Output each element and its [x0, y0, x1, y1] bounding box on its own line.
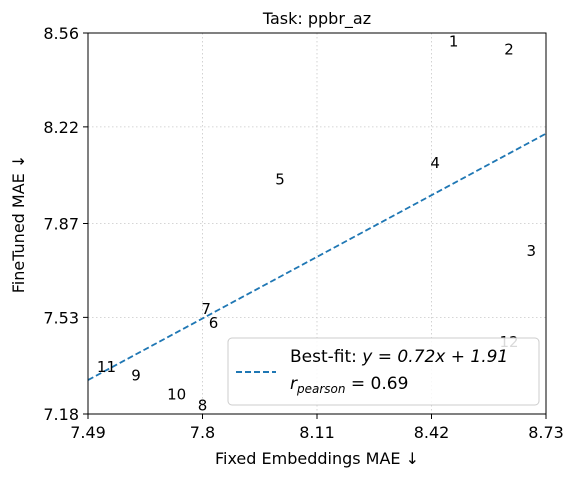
point-label: 4: [430, 154, 440, 172]
y-axis-ticks: 7.18 7.53 7.87 8.22 8.56: [43, 24, 88, 424]
x-tick-label: 7.8: [190, 423, 215, 442]
x-tick-label: 8.42: [414, 423, 450, 442]
point-label: 9: [131, 366, 141, 384]
x-axis-ticks: 7.49 7.8 8.11 8.42 8.73: [70, 414, 564, 442]
legend: Best-fit: y = 0.72x + 1.91 rpearson = 0.…: [227, 337, 540, 406]
legend-fit-equation: y = 0.72x + 1.91: [361, 347, 508, 367]
x-tick-label: 8.11: [299, 423, 335, 442]
legend-r-subscript: pearson: [296, 382, 346, 396]
legend-fit-prefix: Best-fit:: [290, 347, 362, 367]
point-label: 1: [449, 32, 459, 50]
legend-r-value: = 0.69: [346, 374, 409, 394]
legend-box: [227, 337, 540, 406]
y-tick-label: 8.22: [43, 118, 79, 137]
legend-r-symbol: r: [290, 374, 298, 394]
y-tick-label: 7.87: [43, 215, 79, 234]
x-tick-label: 7.49: [70, 423, 106, 442]
y-axis-label: FineTuned MAE ↓: [9, 155, 28, 294]
fit-line-group: [87, 132, 547, 381]
point-label: 6: [209, 314, 219, 332]
point-label: 7: [201, 300, 211, 318]
point-label: 5: [275, 170, 285, 188]
point-label: 10: [167, 386, 186, 404]
y-tick-label: 7.18: [43, 405, 79, 424]
point-label: 11: [97, 358, 116, 376]
y-tick-label: 8.56: [43, 24, 79, 43]
x-tick-label: 8.73: [528, 423, 564, 442]
legend-r-label: rpearson = 0.69: [290, 374, 408, 396]
fit-line: [87, 132, 547, 381]
point-label: 3: [526, 242, 536, 260]
x-axis-label: Fixed Embeddings MAE ↓: [215, 449, 419, 468]
legend-fit-label: Best-fit: y = 0.72x + 1.91: [290, 347, 508, 367]
point-label: 2: [504, 41, 514, 59]
y-tick-label: 7.53: [43, 308, 79, 327]
point-label: 8: [198, 397, 208, 415]
chart-title: Task: ppbr_az: [262, 9, 371, 29]
